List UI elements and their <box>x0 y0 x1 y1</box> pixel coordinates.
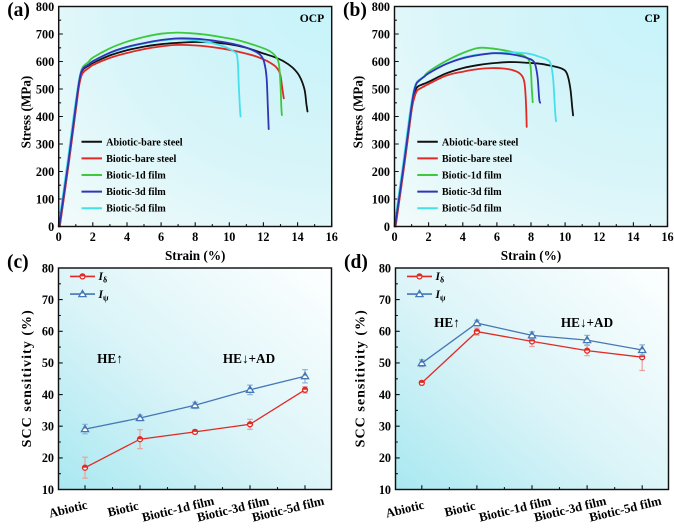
svg-text:Abiotic-bare steel: Abiotic-bare steel <box>442 137 519 148</box>
svg-text:0: 0 <box>56 230 62 244</box>
svg-text:200: 200 <box>36 165 54 179</box>
svg-text:HE↓+AD: HE↓+AD <box>561 315 613 330</box>
svg-text:4: 4 <box>460 230 466 244</box>
svg-text:30: 30 <box>379 420 391 434</box>
svg-text:Stress (MPa): Stress (MPa) <box>19 76 34 149</box>
svg-text:Iδ: Iδ <box>98 271 108 285</box>
svg-text:OCP: OCP <box>300 12 324 25</box>
svg-text:0: 0 <box>384 220 390 234</box>
svg-text:30: 30 <box>42 420 54 434</box>
svg-text:Iψ: Iψ <box>435 289 446 303</box>
svg-text:Biotic-5d film: Biotic-5d film <box>106 204 166 215</box>
svg-text:20: 20 <box>42 451 54 465</box>
svg-text:10: 10 <box>42 483 54 497</box>
svg-text:40: 40 <box>42 388 54 402</box>
svg-text:Biotic-bare steel: Biotic-bare steel <box>106 154 176 165</box>
svg-text:40: 40 <box>379 388 391 402</box>
svg-text:16: 16 <box>661 230 673 244</box>
svg-text:60: 60 <box>379 325 391 339</box>
svg-text:Strain (%): Strain (%) <box>501 248 561 263</box>
svg-text:500: 500 <box>372 82 390 96</box>
svg-text:2: 2 <box>90 230 96 244</box>
svg-text:Biotic-5d film: Biotic-5d film <box>442 204 502 215</box>
svg-text:HE↑: HE↑ <box>434 315 460 330</box>
svg-text:(c): (c) <box>7 252 29 273</box>
svg-text:HE↓+AD: HE↓+AD <box>223 351 275 366</box>
svg-text:12: 12 <box>257 230 269 244</box>
svg-text:70: 70 <box>42 293 54 307</box>
svg-text:Biotic-3d film: Biotic-3d film <box>106 187 166 198</box>
svg-text:Biotic-1d film: Biotic-1d film <box>106 171 166 182</box>
svg-text:14: 14 <box>292 230 304 244</box>
svg-text:80: 80 <box>42 261 54 275</box>
svg-text:0: 0 <box>48 220 54 234</box>
svg-text:70: 70 <box>379 293 391 307</box>
svg-text:20: 20 <box>379 451 391 465</box>
svg-text:4: 4 <box>124 230 130 244</box>
svg-text:600: 600 <box>372 55 390 69</box>
svg-text:(a): (a) <box>7 0 30 21</box>
svg-text:Iδ: Iδ <box>435 271 445 285</box>
svg-text:10: 10 <box>223 230 235 244</box>
svg-text:500: 500 <box>36 82 54 96</box>
svg-text:8: 8 <box>192 230 198 244</box>
svg-text:10: 10 <box>559 230 571 244</box>
svg-text:400: 400 <box>36 110 54 124</box>
svg-text:8: 8 <box>528 230 534 244</box>
svg-text:700: 700 <box>372 27 390 41</box>
svg-text:(d): (d) <box>344 252 368 273</box>
svg-text:12: 12 <box>593 230 605 244</box>
svg-text:Abiotic-bare steel: Abiotic-bare steel <box>106 137 183 148</box>
svg-text:(b): (b) <box>343 0 367 21</box>
svg-text:Biotic-3d film: Biotic-3d film <box>442 187 502 198</box>
svg-text:100: 100 <box>372 192 390 206</box>
svg-text:Stress (MPa): Stress (MPa) <box>351 76 366 149</box>
svg-text:50: 50 <box>379 356 391 370</box>
svg-text:80: 80 <box>379 261 391 275</box>
svg-text:Strain (%): Strain (%) <box>165 248 225 263</box>
svg-text:SCC sensitivity (%): SCC sensitivity (%) <box>20 309 35 447</box>
svg-text:6: 6 <box>158 230 164 244</box>
svg-text:300: 300 <box>36 137 54 151</box>
svg-text:400: 400 <box>372 110 390 124</box>
svg-text:0: 0 <box>391 230 397 244</box>
svg-text:Biotic-bare steel: Biotic-bare steel <box>442 154 512 165</box>
svg-text:Iψ: Iψ <box>98 289 109 303</box>
svg-text:HE↑: HE↑ <box>97 351 123 366</box>
svg-text:700: 700 <box>36 27 54 41</box>
svg-text:800: 800 <box>372 0 390 14</box>
svg-text:800: 800 <box>36 0 54 14</box>
svg-text:14: 14 <box>627 230 639 244</box>
svg-text:10: 10 <box>379 483 391 497</box>
svg-text:SCC sensitivity (%): SCC sensitivity (%) <box>354 309 369 447</box>
svg-text:50: 50 <box>42 356 54 370</box>
svg-text:600: 600 <box>36 55 54 69</box>
svg-text:300: 300 <box>372 137 390 151</box>
svg-text:200: 200 <box>372 165 390 179</box>
svg-text:60: 60 <box>42 325 54 339</box>
svg-text:2: 2 <box>426 230 432 244</box>
svg-text:100: 100 <box>36 192 54 206</box>
svg-text:Biotic-1d film: Biotic-1d film <box>442 171 502 182</box>
svg-text:16: 16 <box>326 230 338 244</box>
svg-text:6: 6 <box>494 230 500 244</box>
svg-text:CP: CP <box>645 12 660 25</box>
